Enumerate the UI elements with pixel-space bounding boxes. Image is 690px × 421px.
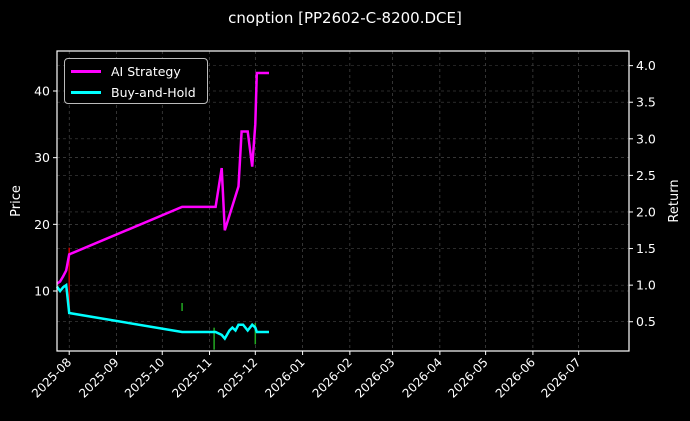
y-right-tick-label: 0.5 <box>636 314 656 329</box>
x-tick-label: 2025-11 <box>169 355 214 400</box>
y-right-tick-label: 1.0 <box>636 278 656 293</box>
y-right-tick-label: 3.5 <box>636 95 656 110</box>
x-tick-label: 2026-01 <box>262 355 307 400</box>
series-line <box>55 282 269 341</box>
chart-title: cnoption [PP2602-C-8200.DCE] <box>228 9 462 27</box>
y-axis-right-label: Return <box>667 179 682 222</box>
y-right-tick-label: 2.0 <box>636 204 656 219</box>
axes-frame <box>56 50 630 352</box>
y-right-tick-label: 2.5 <box>636 168 656 183</box>
y-left-tick-label: 10 <box>34 284 50 299</box>
y-left-tick-label: 40 <box>34 84 50 99</box>
x-tick-label: 2025-09 <box>76 355 121 400</box>
legend-label: AI Strategy <box>111 63 181 79</box>
y-axis-left-label: Price <box>9 185 24 217</box>
x-tick-label: 2026-04 <box>400 355 445 400</box>
x-tick-label: 2026-02 <box>310 355 355 400</box>
y-axis-left: 10 20 30 40 <box>34 84 57 299</box>
legend-swatch-icon <box>71 69 101 73</box>
x-tick-label: 2025-12 <box>215 355 260 400</box>
x-tick-label: 2026-06 <box>493 355 538 400</box>
y-left-tick-label: 20 <box>34 217 50 232</box>
x-tick-label: 2025-08 <box>29 355 74 400</box>
legend-item-ai-strategy: AI Strategy <box>71 62 181 80</box>
legend-item-buy-and-hold: Buy-and-Hold <box>71 83 196 101</box>
x-tick-label: 2025-10 <box>122 355 167 400</box>
legend-label: Buy-and-Hold <box>111 84 196 100</box>
y-right-tick-label: 3.0 <box>636 131 656 146</box>
x-tick-label: 2026-05 <box>445 355 490 400</box>
legend-swatch-icon <box>71 90 101 94</box>
plot-area <box>55 71 269 350</box>
series-line <box>56 71 269 285</box>
grid-lines <box>57 51 629 351</box>
x-axis: 2025-08 2025-09 2025-10 2025-11 2025-12 2026-… <box>29 351 584 401</box>
legend: AI Strategy Buy-and-Hold <box>64 58 208 104</box>
y-left-tick-label: 30 <box>34 150 50 165</box>
x-tick-label: 2026-07 <box>538 355 583 400</box>
x-tick-label: 2026-03 <box>352 355 397 400</box>
y-right-tick-label: 4.0 <box>636 58 656 73</box>
y-right-tick-label: 1.5 <box>636 241 656 256</box>
y-axis-right: 0.5 1.0 1.5 2.0 2.5 3.0 3.5 4.0 <box>629 58 656 329</box>
